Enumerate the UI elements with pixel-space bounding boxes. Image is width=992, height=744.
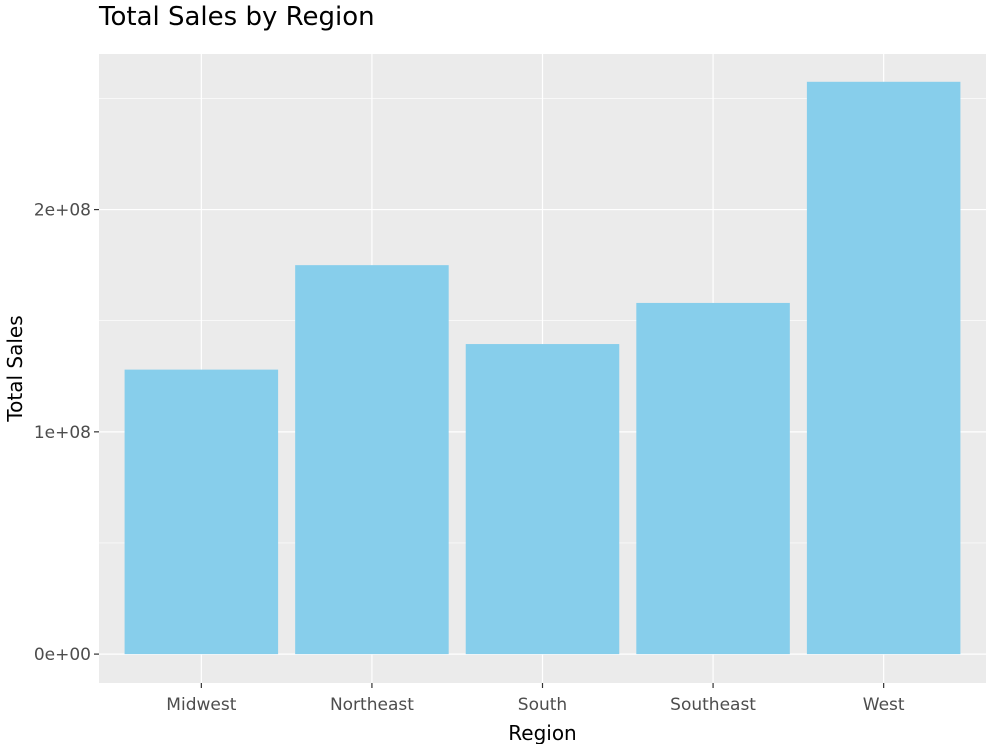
y-tick-label: 2e+08	[34, 201, 91, 221]
bar-south	[465, 344, 620, 655]
x-tick-label: Northeast	[330, 695, 414, 715]
y-axis-label: Total Sales	[3, 315, 27, 422]
y-axis: 0e+00 1e+08 2e+08	[34, 201, 99, 665]
x-tick-label: Midwest	[166, 695, 236, 715]
chart-title: Total Sales by Region	[99, 2, 375, 32]
x-axis-label: Region	[508, 721, 576, 744]
x-tick-label: West	[863, 695, 905, 715]
x-axis: Midwest Northeast South Southeast West	[166, 683, 905, 715]
bar-southeast	[636, 302, 790, 655]
y-tick-label: 1e+08	[34, 423, 91, 443]
bars	[124, 81, 961, 655]
x-tick-label: South	[518, 695, 567, 715]
bar-northeast	[295, 265, 449, 655]
y-tick-label: 0e+00	[34, 645, 91, 665]
x-tick-label: Southeast	[670, 695, 756, 715]
bar-midwest	[124, 369, 279, 655]
bar-west	[806, 81, 961, 655]
